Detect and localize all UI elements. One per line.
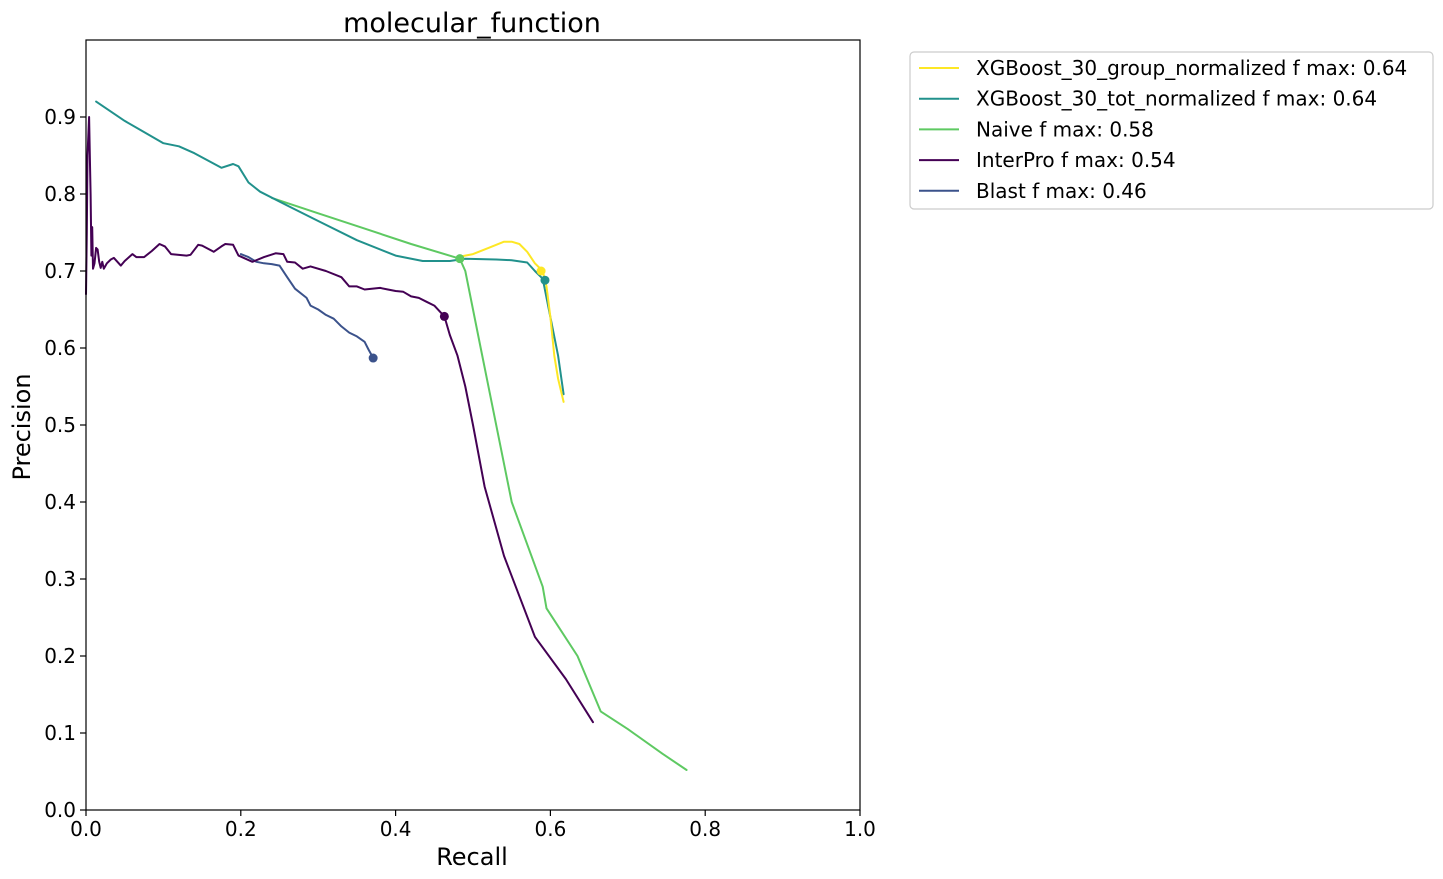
x-tick-label: 1.0	[844, 817, 876, 841]
fmax-marker-naive	[455, 254, 465, 264]
y-tick-label: 0.0	[44, 798, 76, 822]
x-tick-label: 0.8	[689, 817, 721, 841]
y-tick-label: 0.3	[44, 567, 76, 591]
y-axis-label: Precision	[8, 373, 36, 480]
fmax-marker-xgboost-30-group-normalized	[536, 266, 546, 276]
series-line-xgboost-30-tot-normalized	[95, 100, 565, 396]
y-tick-label: 0.5	[44, 413, 76, 437]
fmax-marker-blast	[368, 353, 378, 363]
legend-label: Naive f max: 0.58	[976, 117, 1154, 141]
legend-label: InterPro f max: 0.54	[976, 148, 1176, 172]
fmax-marker-interpro	[439, 311, 449, 321]
y-tick-label: 0.4	[44, 490, 76, 514]
legend-frame	[909, 51, 1434, 210]
plot-series-layer	[85, 100, 688, 771]
x-tick-label: 0.2	[225, 817, 257, 841]
x-axis-ticks: 0.0 0.2 0.4 0.6 0.8 1.0	[70, 810, 876, 841]
series-line-interpro	[85, 116, 594, 724]
y-axis-ticks: 0.0 0.1 0.2 0.3 0.4 0.5 0.6 0.7 0.8 0.9	[44, 105, 86, 822]
legend-label: XGBoost_30_group_normalized f max: 0.64	[976, 56, 1407, 80]
series-line-blast	[239, 253, 375, 359]
plot-marker-layer	[368, 254, 550, 363]
y-tick-label: 0.1	[44, 721, 76, 745]
y-tick-label: 0.6	[44, 336, 76, 360]
legend-label: XGBoost_30_tot_normalized f max: 0.64	[976, 87, 1377, 111]
legend-label: Blast f max: 0.46	[976, 179, 1147, 203]
x-axis-label: Recall	[436, 843, 508, 871]
y-tick-label: 0.2	[44, 644, 76, 668]
x-tick-label: 0.0	[70, 817, 102, 841]
x-tick-label: 0.4	[380, 817, 412, 841]
series-line-xgboost-30-group-normalized	[456, 240, 565, 403]
series-line-naive	[270, 196, 688, 771]
x-tick-label: 0.6	[534, 817, 566, 841]
y-tick-label: 0.7	[44, 259, 76, 283]
y-tick-label: 0.8	[44, 182, 76, 206]
fmax-marker-xgboost-30-tot-normalized	[540, 275, 550, 285]
chart-title: molecular_function	[343, 8, 601, 39]
legend: XGBoost_30_group_normalized f max: 0.64 X…	[909, 51, 1434, 210]
y-tick-label: 0.9	[44, 105, 76, 129]
